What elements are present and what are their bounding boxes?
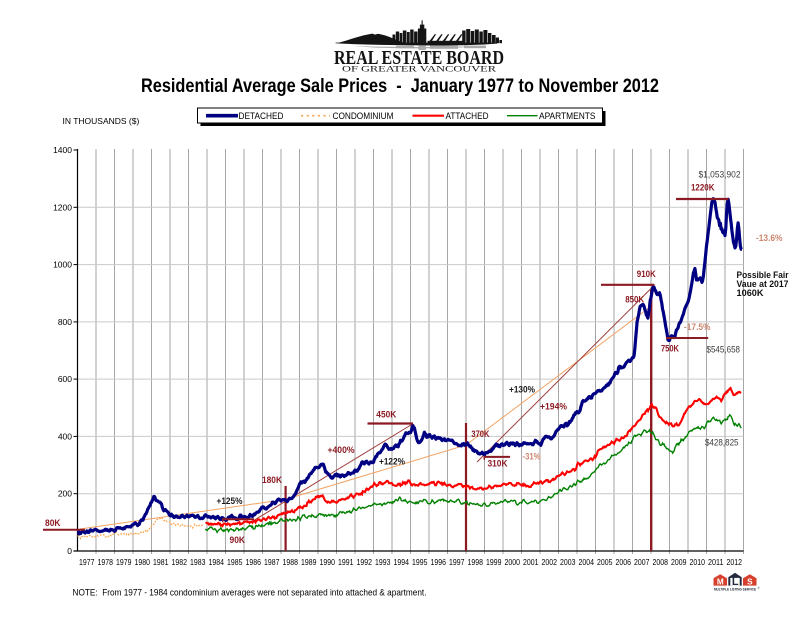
svg-text:DETACHED: DETACHED <box>239 111 284 121</box>
svg-text:1978: 1978 <box>98 557 114 567</box>
svg-text:2009: 2009 <box>671 557 687 567</box>
svg-text:2002: 2002 <box>542 557 558 567</box>
svg-text:NOTE: From 1977 - 1984 condom: NOTE: From 1977 - 1984 condominium avera… <box>73 588 427 598</box>
svg-text:1994: 1994 <box>394 557 410 567</box>
svg-text:1986: 1986 <box>246 557 262 567</box>
svg-text:1980: 1980 <box>135 557 151 567</box>
svg-text:1999: 1999 <box>486 557 502 567</box>
svg-text:$545,658: $545,658 <box>707 345 741 356</box>
svg-text:1979: 1979 <box>116 557 132 567</box>
svg-text:1991: 1991 <box>338 557 354 567</box>
svg-text:REAL ESTATE BOARD: REAL ESTATE BOARD <box>334 48 504 69</box>
svg-text:2011: 2011 <box>708 557 724 567</box>
svg-text:MULTIPLE LISTING SERVICE: MULTIPLE LISTING SERVICE <box>714 587 756 591</box>
svg-text:750K: 750K <box>661 344 679 355</box>
svg-text:90K: 90K <box>230 535 246 546</box>
svg-text:IN THOUSANDS ($): IN THOUSANDS ($) <box>63 116 140 126</box>
svg-text:1220K: 1220K <box>691 183 715 194</box>
svg-text:-17.5%: -17.5% <box>684 322 711 333</box>
svg-text:1992: 1992 <box>357 557 373 567</box>
svg-text:Possible Fair: Possible Fair <box>737 270 789 280</box>
svg-text:ATTACHED: ATTACHED <box>446 111 489 121</box>
svg-text:1989: 1989 <box>301 557 317 567</box>
svg-text:1984: 1984 <box>209 557 225 567</box>
svg-text:+400%: +400% <box>328 445 355 456</box>
svg-text:2005: 2005 <box>597 557 613 567</box>
svg-text:1993: 1993 <box>375 557 391 567</box>
svg-text:1000: 1000 <box>53 260 72 270</box>
svg-text:1200: 1200 <box>53 202 72 212</box>
svg-text:1995: 1995 <box>412 557 428 567</box>
svg-text:2001: 2001 <box>523 557 539 567</box>
svg-text:Vaue at 2017: Vaue at 2017 <box>737 279 789 289</box>
svg-text:2000: 2000 <box>505 557 521 567</box>
svg-text:1998: 1998 <box>468 557 484 567</box>
svg-text:180K: 180K <box>262 475 282 486</box>
svg-text:1988: 1988 <box>283 557 299 567</box>
svg-text:-31%: -31% <box>523 452 541 463</box>
svg-text:L: L <box>732 576 739 588</box>
svg-text:1400: 1400 <box>53 145 72 155</box>
svg-text:2007: 2007 <box>634 557 650 567</box>
svg-text:2003: 2003 <box>560 557 576 567</box>
svg-text:800: 800 <box>58 317 72 327</box>
svg-text:OF GREATER VANCOUVER: OF GREATER VANCOUVER <box>342 65 497 74</box>
svg-text:+130%: +130% <box>509 385 535 396</box>
svg-text:450K: 450K <box>376 410 396 421</box>
svg-text:Residential Average Sale Price: Residential Average Sale Prices - Januar… <box>141 76 659 97</box>
svg-text:1982: 1982 <box>172 557 188 567</box>
svg-text:CONDOMINIUM: CONDOMINIUM <box>333 111 394 121</box>
svg-text:80K: 80K <box>45 518 61 529</box>
svg-text:1987: 1987 <box>264 557 280 567</box>
svg-text:M: M <box>717 577 724 586</box>
svg-text:+125%: +125% <box>217 496 243 507</box>
svg-text:2010: 2010 <box>690 557 706 567</box>
svg-text:400: 400 <box>58 431 72 441</box>
svg-text:1983: 1983 <box>190 557 206 567</box>
svg-text:910K: 910K <box>637 269 656 280</box>
svg-text:®: ® <box>758 586 761 590</box>
svg-text:APARTMENTS: APARTMENTS <box>539 111 596 121</box>
svg-text:2004: 2004 <box>579 557 595 567</box>
svg-text:2008: 2008 <box>653 557 669 567</box>
svg-text:1997: 1997 <box>449 557 465 567</box>
svg-text:370K: 370K <box>471 429 489 440</box>
svg-text:200: 200 <box>58 489 72 499</box>
svg-text:2006: 2006 <box>616 557 632 567</box>
svg-text:1996: 1996 <box>431 557 447 567</box>
svg-text:0: 0 <box>67 546 72 556</box>
svg-text:1977: 1977 <box>79 557 95 567</box>
svg-text:310K: 310K <box>488 458 508 469</box>
svg-text:2012: 2012 <box>727 557 743 567</box>
svg-text:+194%: +194% <box>540 402 567 413</box>
svg-text:1985: 1985 <box>227 557 243 567</box>
svg-text:600: 600 <box>58 374 72 384</box>
svg-text:1990: 1990 <box>320 557 336 567</box>
svg-text:850K: 850K <box>625 295 644 306</box>
svg-text:$1,053,902: $1,053,902 <box>699 170 741 181</box>
svg-text:+122%: +122% <box>379 457 405 468</box>
svg-text:1981: 1981 <box>153 557 169 567</box>
svg-text:$428,825: $428,825 <box>705 438 739 449</box>
svg-text:-13.6%: -13.6% <box>756 233 783 244</box>
svg-text:1060K: 1060K <box>737 288 764 298</box>
svg-text:S: S <box>747 577 753 586</box>
